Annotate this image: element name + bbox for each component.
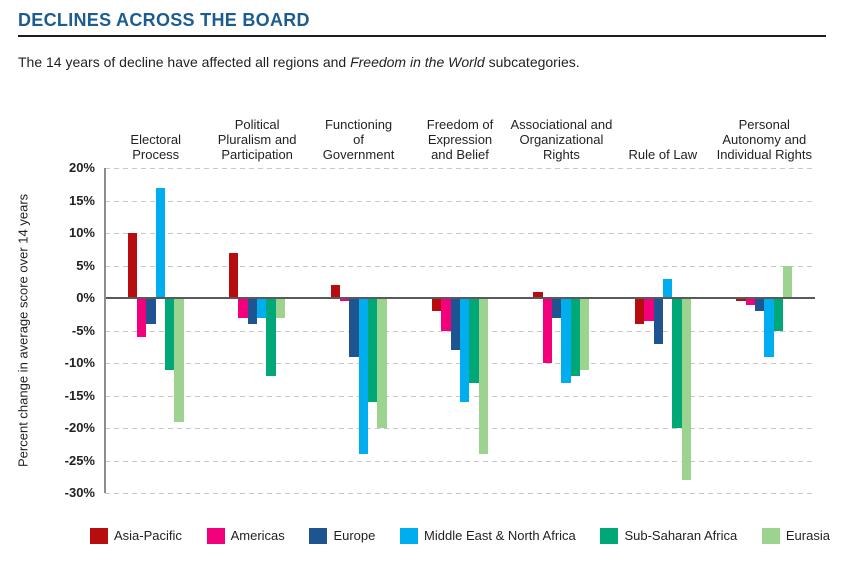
legend-swatch	[761, 528, 780, 544]
bar-sub-saharan-africa	[672, 298, 682, 428]
bar-americas	[644, 298, 654, 321]
bar-americas	[339, 298, 350, 302]
zero-baseline	[105, 297, 815, 299]
y-tick-label: -10%	[64, 355, 95, 370]
bar-eurasia	[174, 298, 184, 422]
legend-item: Sub-Saharan Africa	[600, 528, 737, 544]
bar-europe	[754, 298, 765, 311]
bar-europe	[552, 298, 562, 318]
category-label: Freedom of Expression and Belief	[426, 117, 494, 162]
y-axis-title: Percent change in average score over 14 …	[15, 193, 31, 468]
bar-middle-east-north-africa	[460, 298, 470, 402]
category-label: Personal Autonomy and Individual Rights	[716, 117, 812, 162]
bar-asia-pacific	[634, 298, 645, 324]
category-label: Electoral Process	[130, 132, 181, 162]
legend-label: Sub-Saharan Africa	[624, 528, 738, 543]
y-tick-label: 10%	[68, 225, 95, 240]
bar-sub-saharan-africa	[165, 298, 175, 370]
legend: Asia-Pacific Americas Europe Middle East & …	[90, 528, 830, 544]
gridline	[105, 200, 815, 202]
bar-sub-saharan-africa	[773, 298, 783, 331]
bar-sub-saharan-africa	[570, 298, 581, 376]
bar-europe	[653, 298, 663, 344]
figure-caption: The 14 years of decline have affected al…	[18, 54, 580, 70]
bar-americas	[542, 298, 553, 363]
bar-middle-east-north-africa	[155, 187, 166, 298]
gridline	[105, 233, 815, 234]
bar-eurasia	[377, 298, 387, 428]
y-tick-label: -15%	[64, 387, 95, 403]
bar-middle-east-north-africa	[561, 298, 571, 383]
legend-item: Middle East & North Africa	[400, 528, 576, 544]
bar-middle-east-north-africa	[358, 298, 368, 454]
legend-label: Middle East & North Africa	[424, 528, 576, 543]
y-tick-label: -25%	[64, 452, 95, 468]
bar-middle-east-north-africa	[257, 298, 267, 318]
legend-swatch	[400, 528, 419, 544]
gridline	[105, 428, 815, 429]
y-tick-label: 15%	[68, 192, 95, 208]
caption-text: The 14 years of decline have affected al…	[18, 54, 351, 70]
bar-eurasia	[580, 298, 590, 370]
legend-swatch	[600, 528, 619, 544]
bar-europe	[247, 298, 258, 324]
bar-eurasia	[478, 298, 488, 454]
y-tick-label: -20%	[64, 420, 95, 435]
legend-swatch	[309, 528, 328, 544]
caption-text-suffix: subcategories.	[484, 54, 580, 70]
caption-italic-text: Freedom in the World	[350, 54, 485, 70]
bar-asia-pacific	[432, 298, 442, 311]
title-divider	[18, 35, 826, 37]
category-label: Associational and Organizational Rights	[510, 117, 613, 162]
y-tick-label: 0%	[76, 290, 95, 305]
bar-asia-pacific	[533, 291, 543, 298]
category-label: Political Pluralism and Participation	[217, 117, 297, 162]
bar-middle-east-north-africa	[662, 278, 673, 298]
legend-item: Europe	[309, 528, 375, 544]
bar-asia-pacific	[736, 298, 746, 302]
gridline	[105, 493, 815, 494]
gridline	[105, 460, 815, 462]
y-tick-label: 5%	[76, 257, 95, 273]
legend-label: Europe	[333, 528, 376, 543]
bar-eurasia	[275, 298, 286, 318]
bar-middle-east-north-africa	[764, 298, 774, 357]
bar-asia-pacific	[330, 285, 340, 298]
legend-item: Americas	[206, 528, 285, 544]
page-title: DECLINES ACROSS THE BOARD	[18, 10, 310, 30]
bar-americas	[238, 298, 248, 318]
bar-americas	[137, 298, 147, 337]
bar-asia-pacific	[229, 252, 239, 298]
legend-item: Asia-Pacific	[90, 528, 182, 544]
bar-americas	[745, 298, 755, 305]
legend-swatch	[206, 528, 225, 544]
y-tick-label: -5%	[71, 322, 95, 338]
category-label: Functioning of Government	[322, 117, 395, 162]
bar-americas	[441, 298, 451, 331]
category-label: Rule of Law	[628, 147, 698, 162]
y-tick-label: -30%	[64, 485, 95, 500]
bar-eurasia	[782, 265, 793, 298]
legend-label: Eurasia	[785, 528, 830, 543]
bar-eurasia	[681, 298, 691, 480]
bar-sub-saharan-africa	[367, 298, 378, 402]
bar-europe	[450, 298, 460, 350]
legend-label: Asia-Pacific	[114, 528, 182, 543]
y-axis-line	[104, 168, 106, 493]
bar-sub-saharan-africa	[469, 298, 479, 383]
gridline	[105, 265, 815, 267]
bar-europe	[146, 298, 156, 324]
bar-sub-saharan-africa	[266, 298, 276, 376]
legend-item: Eurasia	[761, 528, 830, 544]
bar-asia-pacific	[127, 233, 138, 298]
legend-swatch	[90, 528, 108, 544]
legend-label: Americas	[230, 528, 285, 543]
bar-europe	[349, 298, 359, 357]
gridline	[105, 168, 815, 169]
y-tick-label: 20%	[68, 160, 95, 175]
